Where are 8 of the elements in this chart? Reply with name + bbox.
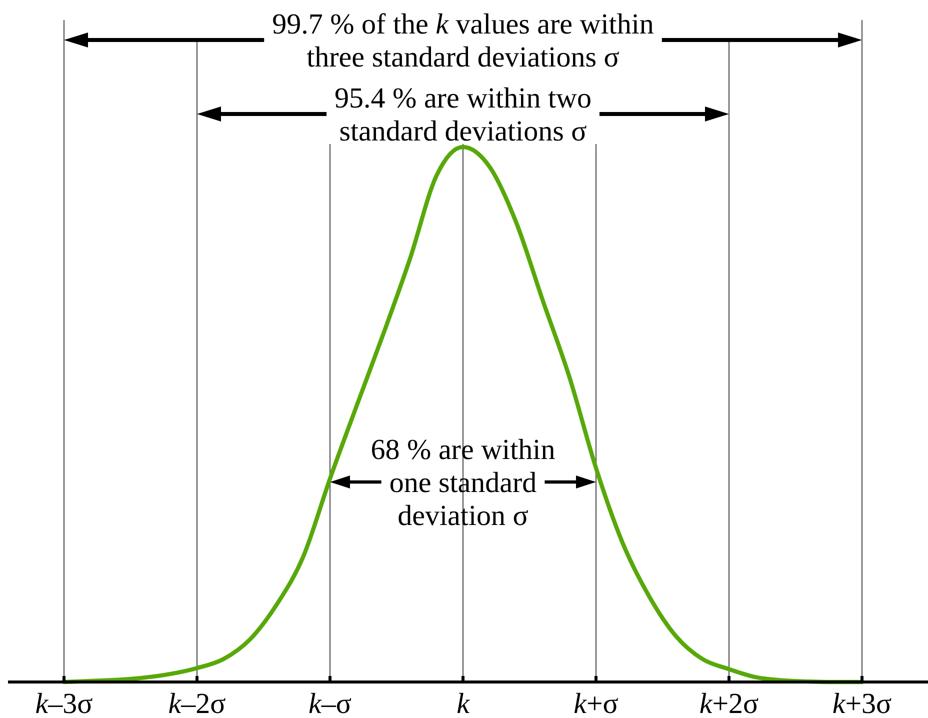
x-tick-label: k [456,688,471,718]
x-tick-label: k–σ [308,688,352,718]
x-tick-label: k+2σ [699,688,760,718]
text: 95.4 % are within two standard deviations σ [334,82,592,148]
x-tick-label: k–2σ [168,688,226,718]
x-tick-label: k+3σ [832,688,892,718]
x-tick-label: k+σ [574,688,619,718]
x-tick-label: k–3σ [35,688,94,718]
